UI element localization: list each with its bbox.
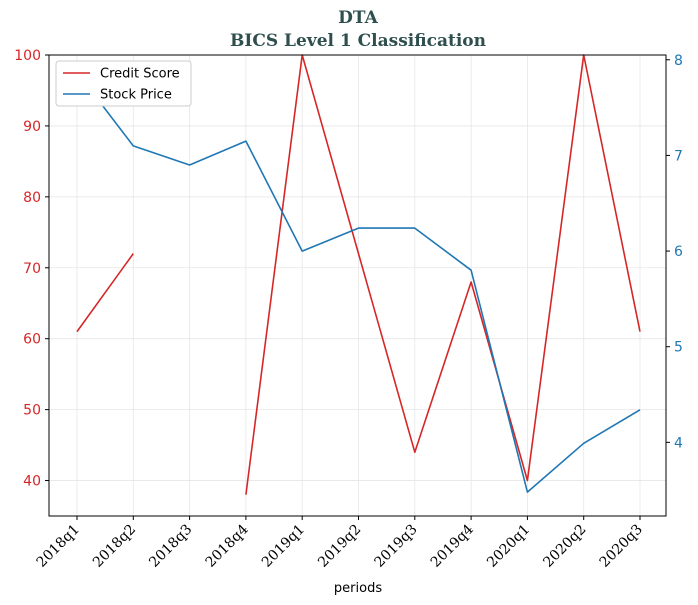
- x-tick-label: 2019q1: [259, 522, 308, 571]
- legend: Credit Score Stock Price: [55, 60, 192, 107]
- left-tick-label: 70: [23, 261, 41, 277]
- right-tick-label: 5: [674, 340, 683, 356]
- x-tick-label: 2020q2: [540, 522, 589, 571]
- x-axis: 2018q1 2018q2 2018q3 2018q4 2019q1 2019q2 2019…: [34, 516, 646, 571]
- series-line-credit-score: [76, 54, 641, 495]
- grid: [49, 54, 666, 516]
- x-tick-label: 2018q4: [203, 521, 252, 570]
- right-tick-label: 8: [674, 53, 683, 69]
- chart-subtitle: BICS Level 1 Classification: [230, 31, 486, 51]
- right-tick-label: 6: [674, 244, 683, 260]
- left-tick-label: 60: [23, 332, 41, 348]
- left-tick-label: 40: [23, 474, 41, 490]
- x-tick-label: 2020q3: [597, 522, 646, 571]
- x-tick-label: 2020q1: [484, 522, 533, 571]
- x-axis-label: periods: [334, 581, 382, 596]
- x-tick-label: 2019q2: [315, 522, 364, 571]
- x-tick-label: 2018q1: [34, 522, 83, 571]
- right-axis: 4 5 6 7 8: [666, 53, 683, 451]
- x-tick-label: 2019q4: [428, 521, 477, 570]
- series-lines: [76, 54, 641, 495]
- left-tick-label: 90: [23, 119, 41, 135]
- x-tick-label: 2019q3: [371, 522, 420, 571]
- legend-label-stock-price: Stock Price: [100, 88, 172, 103]
- x-tick-label: 2018q2: [90, 522, 139, 571]
- left-tick-label: 100: [14, 48, 41, 64]
- plot-frame: [48, 54, 667, 517]
- series-line-stock-price: [76, 71, 641, 493]
- x-tick-label: 2018q3: [146, 522, 195, 571]
- left-tick-label: 50: [23, 403, 41, 419]
- right-tick-label: 7: [674, 148, 683, 164]
- legend-label-credit-score: Credit Score: [100, 67, 180, 82]
- chart-title: DTA: [338, 8, 378, 28]
- left-tick-label: 80: [23, 190, 41, 206]
- left-axis: 40 50 60 70 80 90 100: [14, 48, 49, 490]
- right-tick-label: 4: [674, 435, 683, 451]
